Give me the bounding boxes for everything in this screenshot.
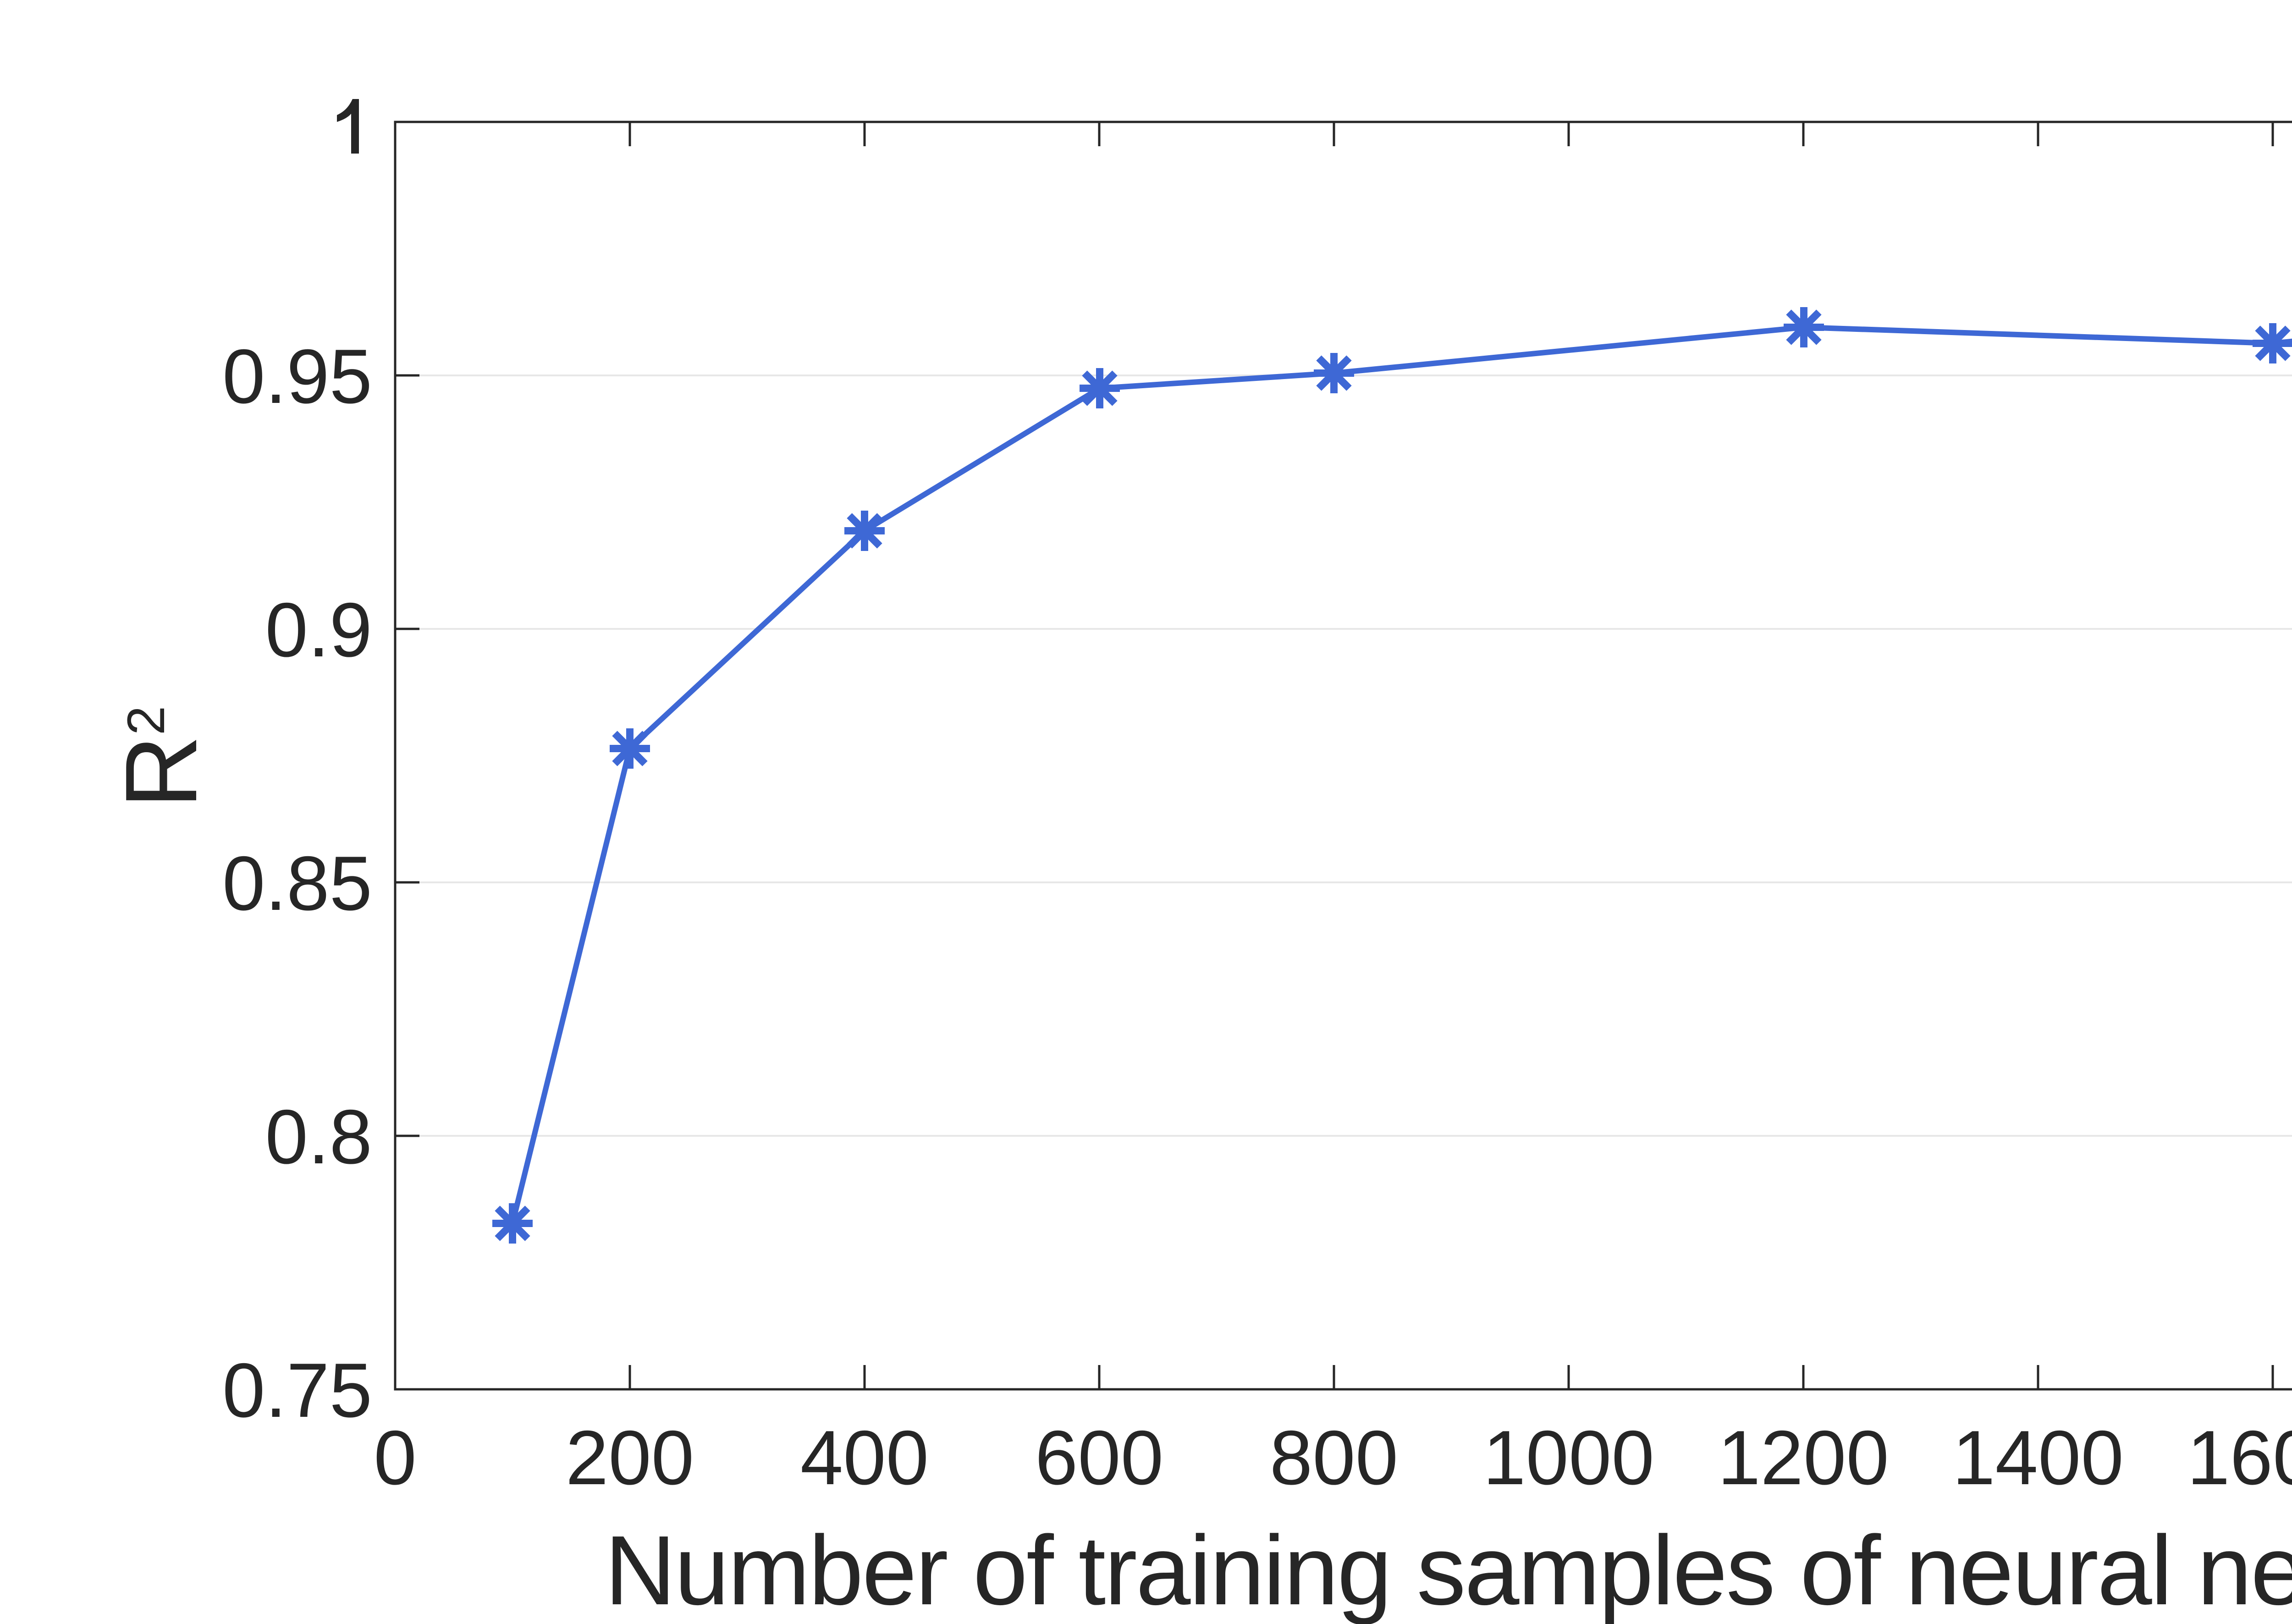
svg-text:200: 200 xyxy=(566,1415,694,1501)
svg-text:0.8: 0.8 xyxy=(265,1094,372,1180)
svg-text:400: 400 xyxy=(800,1415,929,1501)
svg-text:1600: 1600 xyxy=(2187,1415,2292,1501)
svg-text:Number of training samples of: Number of training samples of neural net… xyxy=(605,1515,2292,1624)
svg-text:1000: 1000 xyxy=(1483,1415,1654,1501)
svg-text:1400: 1400 xyxy=(1952,1415,2124,1501)
svg-text:600: 600 xyxy=(1035,1415,1163,1501)
svg-text:0.9: 0.9 xyxy=(265,587,372,673)
svg-text:0: 0 xyxy=(374,1415,416,1501)
svg-text:800: 800 xyxy=(1270,1415,1398,1501)
svg-text:0.85: 0.85 xyxy=(222,840,372,926)
svg-text:1200: 1200 xyxy=(1718,1415,1889,1501)
svg-text:0.75: 0.75 xyxy=(222,1347,372,1433)
svg-text:0.95: 0.95 xyxy=(222,333,372,419)
